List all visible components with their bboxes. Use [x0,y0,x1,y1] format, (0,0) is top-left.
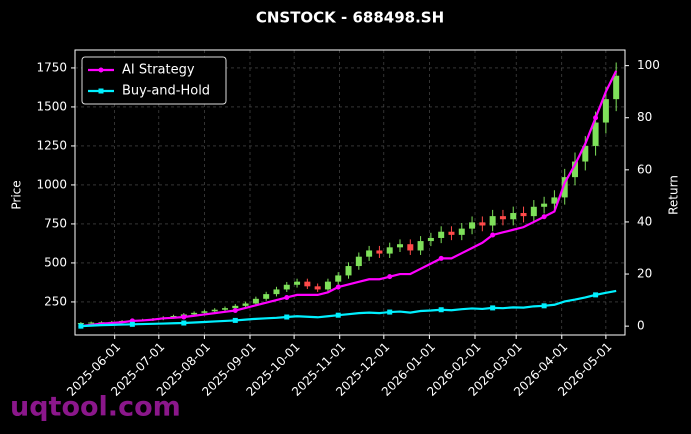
y-axis-label: Price [10,180,24,209]
line-marker [387,274,393,280]
candle-body [520,213,527,217]
candle-body [417,241,424,251]
candle-body [345,266,352,276]
candle-body [551,197,558,204]
candle-body [407,244,414,251]
y-tick-label: 1500 [36,99,67,113]
y2-tick-label: 0 [637,319,645,333]
y2-axis-label: Return [667,175,681,215]
candle-body [263,294,270,299]
candle-body [273,289,280,295]
candle-body [376,250,383,254]
y-tick-label: 1000 [36,177,67,191]
candle-body [530,206,537,217]
line-marker [438,307,444,313]
line-marker [490,305,496,311]
candle-body [294,281,301,285]
candle-body [572,161,578,178]
y2-tick-label: 40 [637,214,652,228]
y2-tick-label: 100 [637,58,660,72]
candle-body [211,309,218,312]
plot-frame [74,49,626,336]
candle-body [561,177,568,198]
line-marker [541,214,547,220]
line-marker [335,312,341,318]
legend-marker [98,67,104,73]
y-tick-label: 250 [44,294,67,308]
line-marker [490,232,496,238]
line-marker [232,317,238,323]
candle-body [304,281,311,287]
candle-body [438,231,445,238]
candle-body [201,311,208,313]
line-series [80,70,618,328]
line-marker [129,321,135,327]
candle-body [77,322,84,324]
y-tick-label: 1250 [36,138,67,152]
candle-body [499,216,506,220]
candle-body [222,308,228,310]
candle-body [510,213,517,220]
candle-body [602,99,609,123]
line-marker [181,320,187,326]
watermark: uqtool.com [10,392,181,423]
line-marker [438,255,444,261]
y-tick-label: 1750 [36,60,67,74]
candle-body [366,250,373,257]
candle-body [355,256,362,267]
line-marker [387,309,393,315]
candle-body [252,298,259,304]
candle-body [314,286,321,290]
line-marker [284,314,290,320]
legend-label: AI Strategy [122,63,195,78]
line-marker [335,284,341,290]
candle-body [335,275,342,282]
line-marker [593,115,599,121]
line-marker [78,323,84,329]
y2-tick-label: 20 [637,267,652,281]
legend-marker [98,88,104,94]
candle-body [458,228,465,235]
candle-body [448,231,455,235]
candle-body [582,145,589,162]
line-marker [284,294,290,300]
y-tick-label: 750 [44,216,67,230]
candle-body [489,216,496,226]
line-marker [541,303,547,309]
y2-tick-label: 80 [637,110,652,124]
y-tick-label: 500 [44,255,67,269]
candle-body [191,312,198,315]
candle-body [242,303,249,306]
candle-body [427,237,434,242]
candle-body [324,281,331,290]
candle-body [592,122,599,146]
candle-body [232,305,239,309]
candle-body [469,222,476,229]
legend-label: Buy-and-Hold [122,84,210,99]
candle-body [613,75,620,100]
candle-body [397,244,403,248]
chart-title: CNSTOCK - 688498.SH [256,9,444,27]
candle-body [283,284,290,290]
candle-body [386,247,393,254]
line-series [80,289,617,328]
y2-tick-label: 60 [637,162,652,176]
line-marker [593,292,599,298]
line-marker [181,314,187,320]
legend-box [81,56,227,105]
candle-body [479,222,486,226]
line-marker [232,308,238,314]
candle-body [541,203,548,207]
candle-body [88,322,95,324]
